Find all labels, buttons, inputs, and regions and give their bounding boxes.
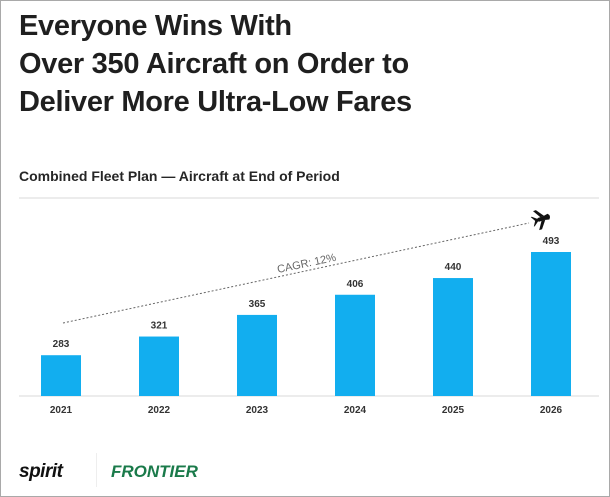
x-tick-label: 2021	[50, 405, 73, 416]
data-label: 406	[347, 279, 364, 290]
data-label: 493	[543, 236, 560, 247]
airplane-icon	[530, 210, 551, 231]
spirit-logo: spirit	[19, 461, 63, 482]
bar-2024	[335, 294, 375, 396]
data-label: 440	[445, 262, 462, 273]
slide-title: Everyone Wins With Over 350 Aircraft on …	[19, 7, 412, 121]
bar-2022	[139, 336, 179, 396]
data-label: 365	[249, 299, 266, 310]
data-label: 283	[53, 339, 70, 350]
cagr-trend-line	[62, 222, 530, 324]
title-line: Over 350 Aircraft on Order to	[19, 48, 409, 80]
x-tick-label: 2026	[540, 405, 563, 416]
x-tick-label: 2025	[442, 405, 465, 416]
bar-2025	[433, 278, 473, 396]
logo-divider	[96, 453, 97, 487]
title-line: Everyone Wins With	[19, 10, 292, 42]
x-tick-label: 2022	[148, 405, 171, 416]
bar-2021	[41, 355, 81, 396]
data-label: 321	[151, 321, 168, 332]
frontier-logo: FRONTIER	[111, 462, 198, 481]
bar-2023	[237, 314, 277, 396]
chart-title: Combined Fleet Plan — Aircraft at End of…	[19, 168, 340, 184]
x-tick-label: 2023	[246, 405, 269, 416]
title-line: Deliver More Ultra-Low Fares	[19, 86, 412, 118]
cagr-annotation: CAGR: 12%	[276, 252, 337, 276]
bar-2026	[531, 252, 571, 396]
x-tick-label: 2024	[344, 405, 367, 416]
